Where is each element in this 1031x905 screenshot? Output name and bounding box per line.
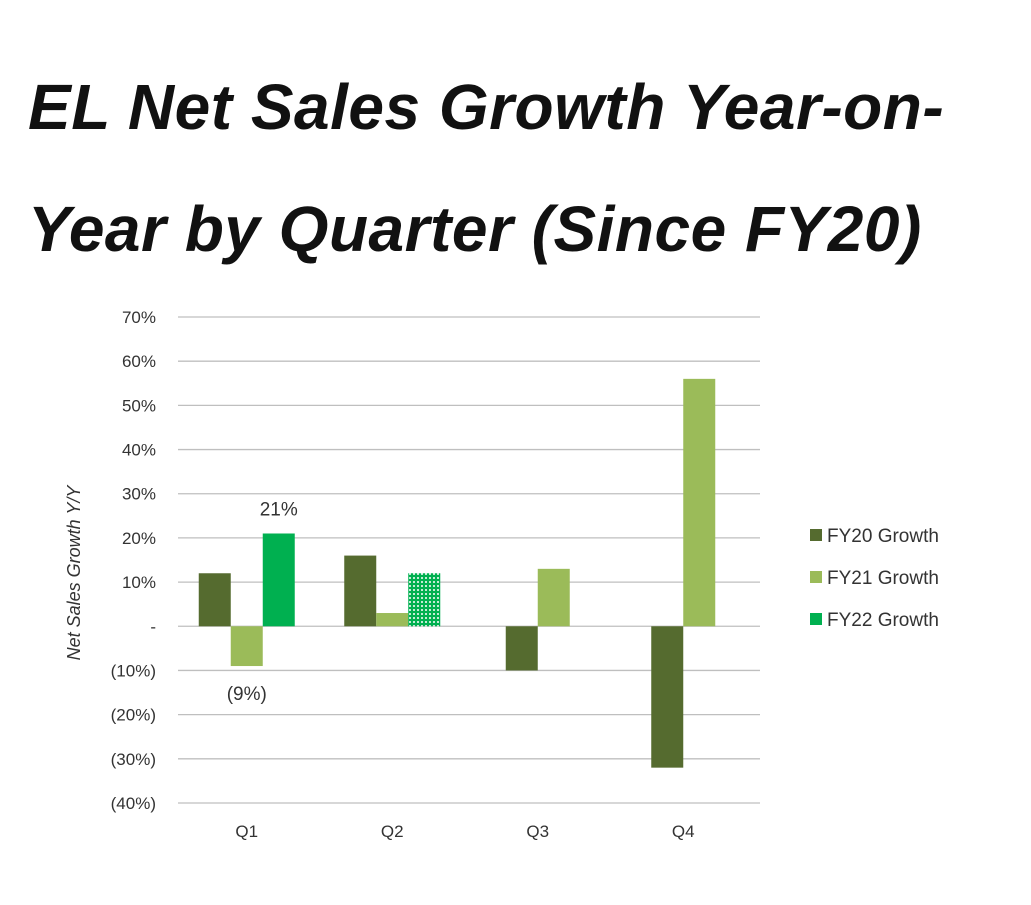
bar-fy21-growth-q3: [537, 568, 570, 627]
legend-label: FY20 Growth: [827, 526, 939, 547]
title-line-2: Year by Quarter (Since FY20): [28, 193, 922, 265]
x-tick-label: Q3: [526, 822, 549, 841]
legend-swatch: [810, 529, 822, 541]
y-tick-label: (40%): [111, 794, 156, 813]
y-tick-label: 60%: [122, 352, 156, 371]
bar-fy20-growth-q2: [344, 555, 377, 627]
x-tick-label: Q2: [381, 822, 404, 841]
bar-fy22-growth-q1: [262, 533, 295, 627]
y-tick-label: 70%: [122, 308, 156, 327]
chart-title: EL Net Sales Growth Year-on- Year by Qua…: [28, 46, 1008, 290]
bar-fy21-growth-q2: [376, 613, 409, 627]
bar-fy21-growth-q4: [683, 378, 716, 627]
y-tick-label: (10%): [111, 661, 156, 680]
bar-fy20-growth-q1: [198, 573, 231, 627]
x-tick-label: Q1: [235, 822, 258, 841]
legend-swatch: [810, 571, 822, 583]
y-tick-label: 10%: [122, 573, 156, 592]
legend-label: FY22 Growth: [827, 610, 939, 631]
y-tick-label: (30%): [111, 750, 156, 769]
bar-fy20-growth-q4: [651, 626, 684, 768]
y-tick-label: (20%): [111, 706, 156, 725]
data-label: 21%: [260, 499, 298, 520]
y-axis-label: Net Sales Growth Y/Y: [64, 484, 84, 661]
y-tick-label: 50%: [122, 396, 156, 415]
bar-fy20-growth-q3: [505, 626, 538, 671]
title-line-1: EL Net Sales Growth Year-on-: [28, 71, 945, 143]
y-tick-label: 40%: [122, 441, 156, 460]
legend-swatch: [810, 613, 822, 625]
bar-fy22-growth-q2: [408, 573, 441, 627]
x-tick-label: Q4: [672, 822, 695, 841]
y-tick-label: 30%: [122, 485, 156, 504]
bar-fy21-growth-q1: [230, 626, 263, 667]
legend-label: FY21 Growth: [827, 568, 939, 589]
y-tick-label: 20%: [122, 529, 156, 548]
y-tick-label: -: [150, 617, 156, 636]
data-label: (9%): [227, 684, 267, 705]
